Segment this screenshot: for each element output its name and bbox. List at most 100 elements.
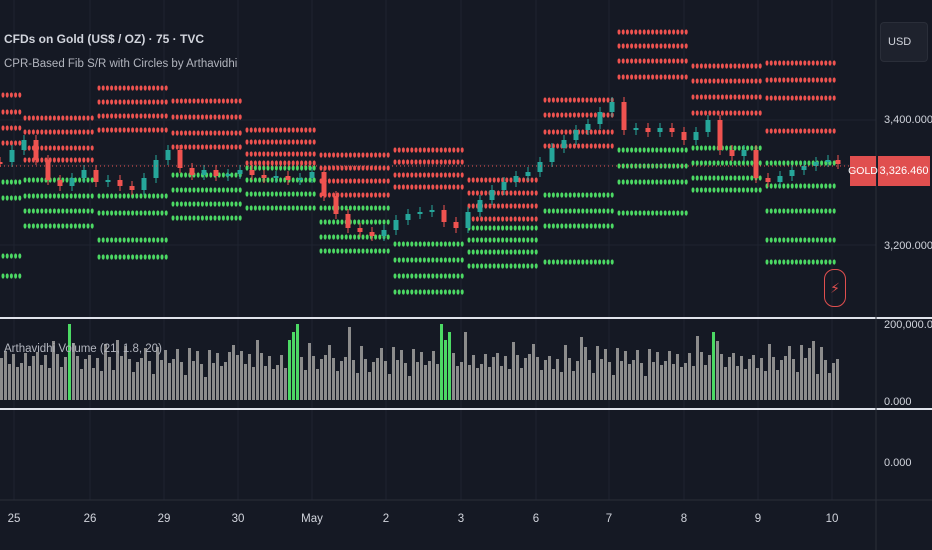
resistance-circle (238, 114, 242, 120)
resistance-circle (815, 77, 819, 83)
support-circle (139, 193, 143, 199)
resistance-circle (663, 29, 667, 35)
resistance-circle (300, 160, 304, 166)
resistance-circle (152, 85, 156, 91)
candle-body (81, 170, 87, 178)
support-circle (695, 160, 699, 166)
resistance-circle (114, 113, 118, 119)
support-circle (378, 234, 382, 240)
support-circle (14, 179, 18, 185)
volume-bar (132, 372, 135, 400)
resistance-circle (480, 216, 484, 222)
resistance-circle (234, 114, 238, 120)
resistance-circle (48, 115, 52, 121)
candle-body (609, 102, 615, 112)
volume-bar (172, 359, 175, 400)
candle-body (657, 128, 663, 132)
volume-bar (444, 340, 447, 400)
support-circle (361, 219, 365, 225)
support-circle (327, 234, 331, 240)
resistance-circle (86, 129, 90, 135)
resistance-circle (61, 129, 65, 135)
volume-indicator-legend[interactable]: Arthavidhi Volume (21, 1.8, 20) (4, 343, 162, 355)
resistance-circle (357, 178, 361, 184)
resistance-circle (221, 114, 225, 120)
resistance-circle (716, 78, 720, 84)
candle-body (513, 176, 519, 182)
support-circle (725, 160, 729, 166)
resistance-circle (393, 172, 397, 178)
support-circle (782, 160, 786, 166)
resistance-circle (164, 113, 168, 119)
resistance-circle (729, 110, 733, 116)
support-circle (630, 163, 634, 169)
resistance-circle (374, 152, 378, 158)
support-circle (630, 147, 634, 153)
support-circle (505, 249, 509, 255)
volume-bar (388, 374, 391, 400)
volume-bar (116, 340, 119, 400)
support-circle (23, 193, 27, 199)
resistance-circle (357, 165, 361, 171)
resistance-circle (192, 114, 196, 120)
support-circle (249, 191, 253, 197)
support-circle (746, 145, 750, 151)
volume-bar (644, 376, 647, 400)
support-circle (443, 289, 447, 295)
support-circle (171, 215, 175, 221)
resistance-circle (217, 98, 221, 104)
support-circle (568, 259, 572, 265)
lightning-bolt-icon[interactable]: ⚡ (824, 269, 846, 307)
resistance-circle (110, 127, 114, 133)
resistance-circle (332, 152, 336, 158)
resistance-circle (471, 216, 475, 222)
support-circle (65, 208, 69, 214)
resistance-circle (291, 139, 295, 145)
support-circle (794, 259, 798, 265)
resistance-circle (589, 97, 593, 103)
resistance-circle (122, 99, 126, 105)
volume-bar (348, 327, 351, 400)
support-circle (484, 249, 488, 255)
resistance-circle (733, 94, 737, 100)
support-circle (427, 273, 431, 279)
support-circle (560, 192, 564, 198)
volume-bar (492, 357, 495, 400)
support-circle (69, 223, 73, 229)
resistance-circle (672, 74, 676, 80)
support-circle (270, 177, 274, 183)
indicator-legend[interactable]: CPR-Based Fib S/R with Circles by Arthav… (4, 58, 238, 70)
support-circle (488, 225, 492, 231)
support-circle (492, 249, 496, 255)
resistance-circle (410, 172, 414, 178)
support-circle (139, 254, 143, 260)
support-circle (672, 147, 676, 153)
resistance-circle (82, 157, 86, 163)
volume-bar (460, 362, 463, 400)
support-circle (765, 160, 769, 166)
volume-bar (268, 356, 271, 400)
resistance-circle (790, 60, 794, 66)
resistance-circle (192, 144, 196, 150)
support-circle (304, 165, 308, 171)
support-circle (543, 192, 547, 198)
volume-bar (56, 354, 59, 400)
resistance-circle (517, 177, 521, 183)
support-circle (36, 208, 40, 214)
resistance-circle (712, 110, 716, 116)
volume-bar (616, 348, 619, 400)
support-circle (799, 183, 803, 189)
resistance-circle (581, 112, 585, 118)
support-circle (422, 257, 426, 263)
support-circle (621, 210, 625, 216)
resistance-circle (40, 129, 44, 135)
resistance-circle (213, 98, 217, 104)
resistance-circle (160, 85, 164, 91)
support-circle (5, 195, 9, 201)
currency-button[interactable]: USD (880, 22, 928, 62)
volume-bar (588, 360, 591, 400)
resistance-circle (69, 129, 73, 135)
resistance-circle (501, 216, 505, 222)
